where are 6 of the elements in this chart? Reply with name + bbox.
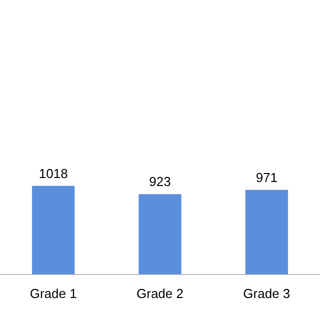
x-tick-label: Grade 2 bbox=[136, 286, 184, 301]
x-tick-label: Grade 3 bbox=[243, 286, 290, 301]
data-label: 971 bbox=[256, 170, 278, 185]
x-tick-label: Grade 1 bbox=[30, 286, 77, 301]
data-label: 1018 bbox=[38, 166, 68, 181]
data-label: 923 bbox=[149, 174, 171, 190]
